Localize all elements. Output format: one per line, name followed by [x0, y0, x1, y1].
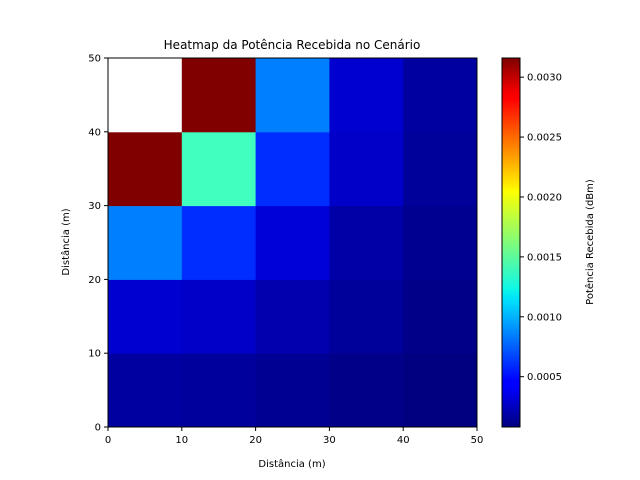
x-tick-label: 20 [249, 435, 262, 446]
colorbar-tick-label: 0.0030 [527, 73, 562, 84]
y-axis-ticks: 0 10 20 30 40 50 [88, 54, 108, 434]
heatmap-cell [255, 205, 330, 280]
heatmap-cell [108, 279, 183, 354]
x-tick-label: 30 [323, 435, 336, 446]
heatmap-cell [403, 279, 478, 354]
y-tick-label: 30 [88, 201, 101, 212]
heatmap-cell [403, 58, 478, 133]
colorbar-tick-label: 0.0015 [527, 252, 562, 263]
heatmap-cell [108, 353, 183, 428]
heatmap-cell [329, 279, 404, 354]
colorbar-tick-label: 0.0020 [527, 192, 562, 203]
chart-title: Heatmap da Potência Recebida no Cenário [164, 38, 421, 52]
heatmap-cell [255, 131, 330, 207]
heatmap-cell [403, 205, 478, 280]
heatmap-cell [181, 353, 257, 428]
heatmap-cell [181, 205, 257, 280]
axes [107, 57, 478, 428]
heatmap-cell [108, 205, 183, 280]
heatmap-cell [108, 58, 183, 133]
heatmap-cell [403, 353, 478, 428]
plot-frame [107, 57, 478, 428]
heatmap-cell [329, 205, 404, 280]
colorbar-label: Potência Recebida (dBm) [584, 179, 596, 305]
colorbar-ticks: 0.0005 0.0010 0.0015 0.0020 0.0025 0.0030 [520, 73, 562, 383]
x-axis-ticks: 0 10 20 30 40 50 [105, 427, 484, 446]
x-tick-label: 10 [175, 435, 188, 446]
colorbar-tick-label: 0.0005 [527, 372, 562, 383]
y-axis-label: Distância (m) [60, 208, 72, 275]
heatmap-cells [108, 58, 478, 428]
x-tick-label: 40 [397, 435, 410, 446]
heatmap-cell [329, 353, 404, 428]
heatmap-cell [108, 131, 183, 207]
heatmap-cell [329, 58, 404, 133]
y-tick-label: 10 [88, 349, 101, 360]
heatmap-cell [255, 58, 330, 133]
y-tick-label: 50 [88, 54, 101, 65]
x-tick-label: 0 [105, 435, 111, 446]
y-tick-label: 0 [95, 423, 101, 434]
colorbar-tick-label: 0.0025 [527, 133, 562, 144]
x-tick-label: 50 [471, 435, 484, 446]
heatmap-cell [329, 131, 404, 207]
heatmap-cell [181, 279, 257, 354]
heatmap-cell [403, 131, 478, 207]
x-axis-label: Distância (m) [258, 458, 325, 470]
colorbar-tick-label: 0.0010 [527, 312, 562, 323]
y-tick-label: 40 [88, 127, 101, 138]
heatmap-cell [255, 279, 330, 354]
heatmap-cell [181, 131, 257, 207]
colorbar-gradient [501, 57, 521, 428]
colorbar: 0.0005 0.0010 0.0015 0.0020 0.0025 0.0030 Pot… [501, 57, 596, 428]
y-tick-label: 20 [88, 275, 101, 286]
heatmap-cell [255, 353, 330, 428]
heatmap-cell [181, 58, 257, 133]
